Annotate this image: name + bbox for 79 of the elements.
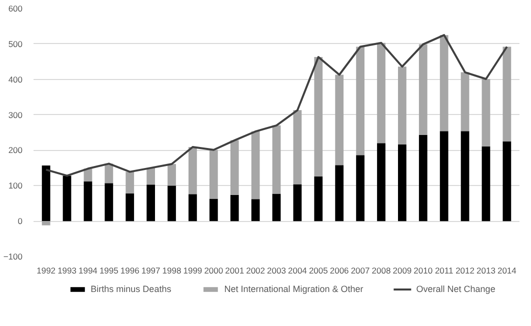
x-tick-label: 2014 <box>497 266 517 276</box>
y-tick-label: 0 <box>18 216 23 226</box>
x-tick-label: 2005 <box>308 266 328 276</box>
x-tick-label: 1999 <box>183 266 202 276</box>
bar <box>272 125 281 194</box>
bar <box>418 134 428 222</box>
bar <box>356 155 364 222</box>
bar <box>146 184 155 222</box>
x-tick-label: 2004 <box>288 266 308 276</box>
x-tick-label: 1995 <box>99 266 119 276</box>
y-tick-label: −100 <box>3 252 23 262</box>
y-tick-label: 200 <box>8 145 23 156</box>
bar <box>188 147 197 194</box>
x-tick-label: 1992 <box>36 266 56 276</box>
legend-label: Births minus Deaths <box>90 284 172 294</box>
bar <box>356 46 364 156</box>
bar <box>251 199 260 222</box>
bar <box>168 186 176 222</box>
bar <box>418 44 428 135</box>
bar <box>209 150 218 199</box>
x-tick-label: 1997 <box>141 266 161 276</box>
legend-label: Overall Net Change <box>416 284 496 294</box>
bar <box>440 131 448 222</box>
y-tick-label: 300 <box>8 110 23 120</box>
x-tick-label: 2013 <box>476 266 496 276</box>
x-tick-label: 2009 <box>392 266 412 276</box>
bar <box>230 140 239 195</box>
bar <box>502 141 512 222</box>
bar <box>293 110 302 184</box>
bar <box>314 176 323 222</box>
line-series <box>45 34 508 177</box>
bar <box>84 181 92 222</box>
x-tick-label: 1993 <box>58 266 77 276</box>
x-tick-label: 2001 <box>225 266 244 276</box>
bar <box>335 165 344 222</box>
bar <box>126 193 134 222</box>
x-tick-label: 2003 <box>267 266 286 276</box>
x-tick-label: 1996 <box>120 266 140 276</box>
bar <box>272 194 281 222</box>
bar <box>42 221 50 226</box>
bar <box>42 165 50 222</box>
x-tick-label: 2012 <box>456 266 475 276</box>
bar <box>335 74 344 166</box>
bar <box>377 42 386 144</box>
bar <box>314 57 323 176</box>
x-tick-label: 2008 <box>372 266 391 276</box>
x-tick-label: 2011 <box>434 266 454 276</box>
x-tick-label: 2010 <box>414 266 433 276</box>
bar <box>502 46 512 142</box>
legend-label: Net International Migration & Other <box>224 284 364 294</box>
x-tick-label: 2006 <box>330 266 350 276</box>
bar <box>188 194 197 222</box>
bar <box>230 194 239 222</box>
y-tick-label: 100 <box>8 180 23 191</box>
bar <box>146 168 155 185</box>
bar <box>104 164 114 184</box>
x-tick-label: 1998 <box>162 266 182 276</box>
bar <box>398 66 406 145</box>
y-tick-label: 500 <box>8 38 23 49</box>
x-tick-label: 2007 <box>350 266 370 276</box>
bar <box>460 72 470 132</box>
bar <box>377 143 386 222</box>
bar <box>104 183 114 222</box>
y-tick-label: 400 <box>8 74 23 84</box>
bar <box>460 131 470 222</box>
bar <box>482 79 490 146</box>
bar <box>168 164 176 186</box>
bar <box>62 176 72 222</box>
bar <box>293 184 302 222</box>
bar <box>440 35 448 132</box>
x-tick-label: 2002 <box>246 266 266 276</box>
bar <box>209 198 218 222</box>
bar <box>482 146 490 222</box>
x-tick-label: 1994 <box>78 266 98 276</box>
bar <box>126 172 134 194</box>
y-tick-label: 600 <box>8 4 23 14</box>
bar <box>398 144 406 222</box>
bar <box>251 131 260 200</box>
x-tick-label: 2000 <box>204 266 224 276</box>
